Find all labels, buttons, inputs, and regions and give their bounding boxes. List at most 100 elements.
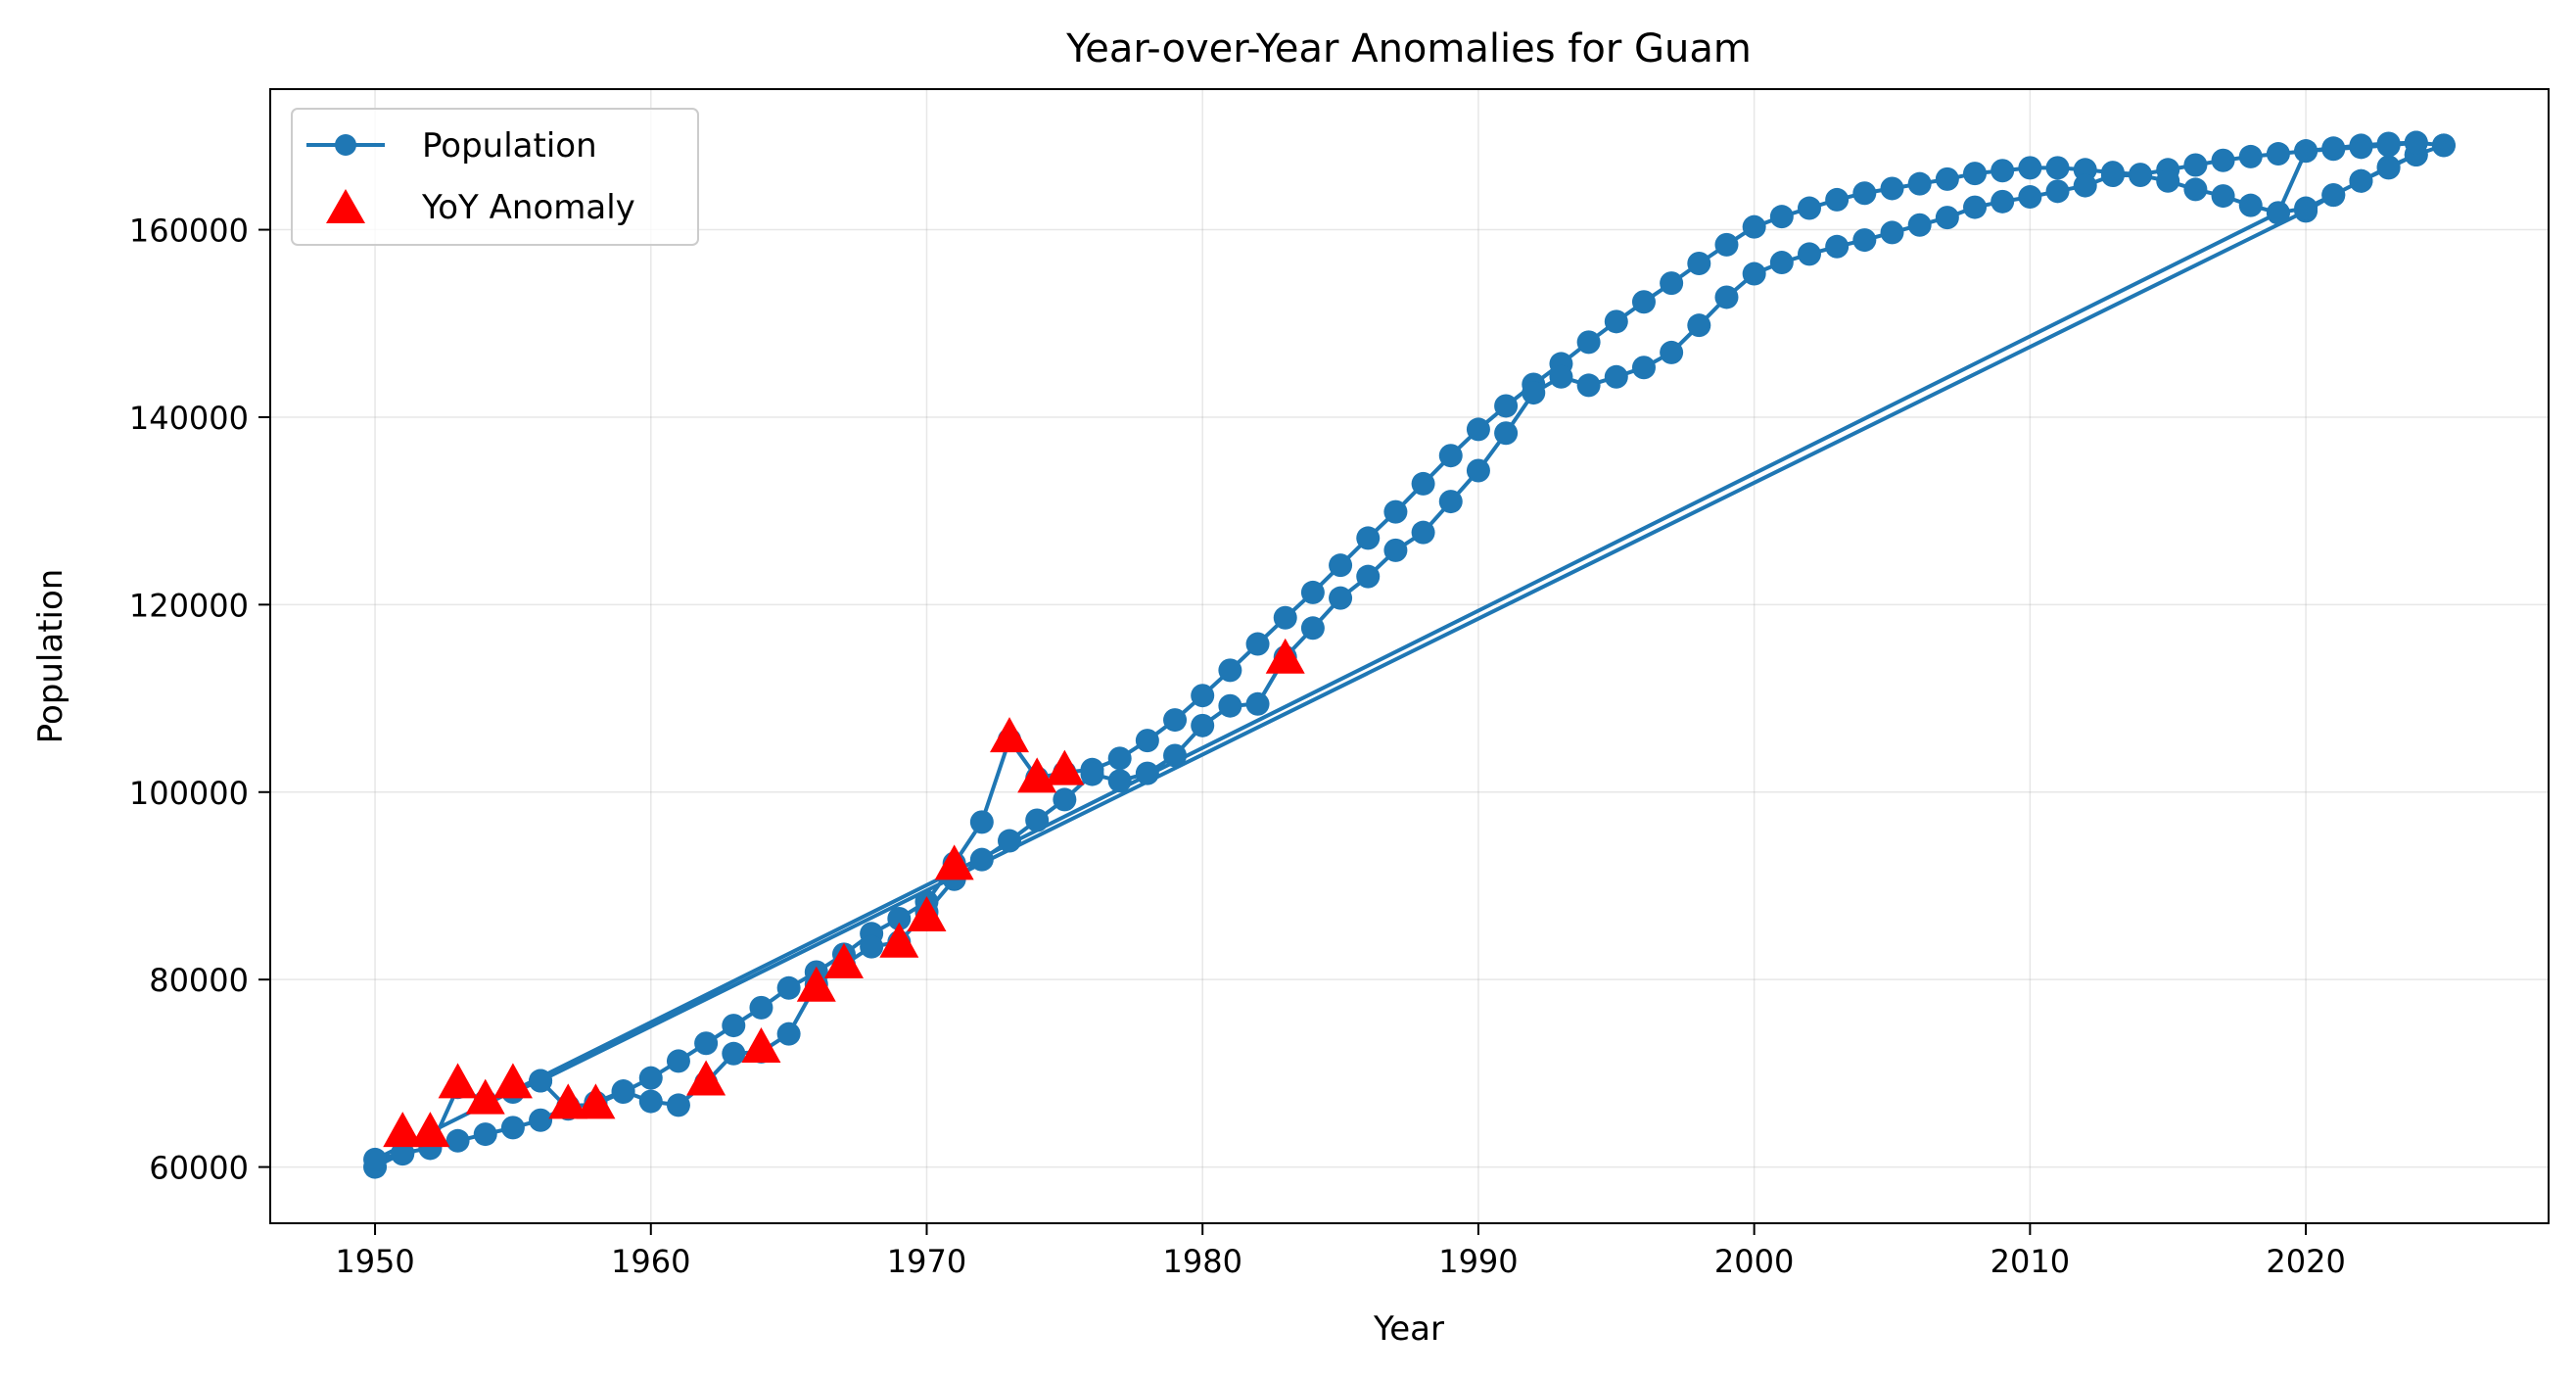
x-tick-label: 1950 — [335, 1243, 414, 1280]
population-point — [1907, 213, 1932, 237]
x-tick-label: 1990 — [1438, 1243, 1518, 1280]
x-tick-label: 2000 — [1714, 1243, 1794, 1280]
population-point — [1107, 769, 1132, 793]
anomaly-point — [1045, 749, 1085, 785]
population-point — [776, 1022, 801, 1046]
x-axis-ticks: 1950 1960 1970 1980 1990 2000 2010 2020 — [335, 1223, 2346, 1280]
population-point — [1660, 340, 1684, 364]
y-tick-label: 100000 — [129, 775, 249, 812]
x-tick-label: 1970 — [887, 1243, 966, 1280]
population-point — [2018, 185, 2042, 210]
population-point — [2431, 133, 2456, 158]
plot-frame — [269, 88, 2550, 1224]
y-tick-label: 60000 — [149, 1150, 249, 1187]
population-point — [1494, 394, 1519, 418]
population-point — [1383, 499, 1408, 524]
population-point — [2183, 153, 2208, 177]
y-axis-ticks: 60000 80000 100000 120000 140000 160000 — [129, 213, 270, 1187]
population-point — [1549, 364, 1573, 389]
population-point — [1053, 787, 1077, 812]
population-point — [2018, 156, 2042, 180]
population-point — [1191, 684, 1215, 708]
population-point — [1825, 234, 1850, 259]
legend-triangle-marker — [326, 189, 365, 223]
population-point — [1080, 762, 1104, 786]
population-point — [1245, 691, 1270, 716]
population-point — [1438, 444, 1463, 468]
population-point — [391, 1142, 415, 1166]
population-point — [1880, 176, 1904, 201]
anomaly-point — [907, 895, 947, 931]
population-point — [1714, 232, 1739, 257]
population-point — [2238, 144, 2263, 168]
anomaly-point — [438, 1063, 478, 1099]
y-tick-label: 80000 — [149, 962, 249, 999]
population-point — [363, 1147, 388, 1171]
population-point — [722, 1014, 746, 1038]
population-point — [887, 906, 912, 930]
population-point — [1107, 746, 1132, 771]
population-point — [611, 1079, 635, 1104]
grid — [270, 89, 2549, 1223]
legend-box — [291, 108, 699, 246]
anomaly-point — [934, 844, 974, 880]
anomaly-point — [492, 1063, 533, 1099]
population-point — [666, 1093, 690, 1117]
anomaly-point — [796, 966, 836, 1002]
population-point — [473, 1122, 497, 1147]
population-point — [1411, 520, 1435, 545]
population-point — [638, 1066, 663, 1090]
population-point — [529, 1108, 553, 1132]
population-point — [1714, 285, 1739, 309]
x-tick-label: 1960 — [611, 1243, 690, 1280]
population-point — [2211, 148, 2235, 172]
population-point — [1356, 526, 1381, 550]
population-point — [445, 1128, 470, 1153]
population-point — [1466, 417, 1490, 442]
population-point — [2100, 164, 2125, 188]
population-point — [1329, 586, 1353, 610]
population-point — [1576, 373, 1601, 398]
population-point — [1852, 228, 1877, 253]
population-point — [1797, 196, 1821, 220]
population-point — [1163, 743, 1188, 768]
population-point — [1135, 729, 1159, 753]
population-point — [2376, 133, 2401, 158]
population-point — [666, 1049, 690, 1073]
population-point — [1329, 553, 1353, 578]
population-point — [2045, 156, 2070, 180]
population-point — [2238, 193, 2263, 217]
population-point — [749, 995, 773, 1020]
population-point — [1494, 421, 1519, 446]
population-point — [1852, 181, 1877, 206]
population-point — [1769, 251, 1794, 275]
anomaly-point — [990, 717, 1030, 753]
population-point — [1963, 162, 1988, 186]
anomaly-point — [465, 1078, 505, 1115]
population-point — [2294, 139, 2318, 164]
population-point — [1135, 761, 1159, 785]
population-point — [1604, 364, 1628, 389]
chart-title: Year-over-Year Anomalies for Guam — [1065, 26, 1752, 71]
y-axis-label: Population — [31, 569, 70, 744]
y-tick-label: 120000 — [129, 587, 249, 624]
population-point — [969, 847, 994, 872]
population-point — [1742, 261, 1766, 286]
anomaly-point — [410, 1112, 450, 1148]
population-point — [1742, 214, 1766, 239]
population-point — [1907, 171, 1932, 196]
legend-label-anomaly: YoY Anomaly — [421, 188, 635, 227]
y-tick-label: 140000 — [129, 400, 249, 437]
anomaly-point — [686, 1060, 726, 1096]
legend: Population YoY Anomaly — [291, 108, 699, 246]
population-point — [2294, 196, 2318, 220]
population-point — [1438, 490, 1463, 514]
population-point — [1604, 309, 1628, 334]
x-axis-label: Year — [1373, 1309, 1444, 1349]
anomaly-point — [741, 1026, 781, 1063]
population-point — [1356, 564, 1381, 589]
population-point — [2129, 164, 2153, 188]
population-point — [1025, 808, 1050, 832]
population-point — [2266, 201, 2290, 225]
